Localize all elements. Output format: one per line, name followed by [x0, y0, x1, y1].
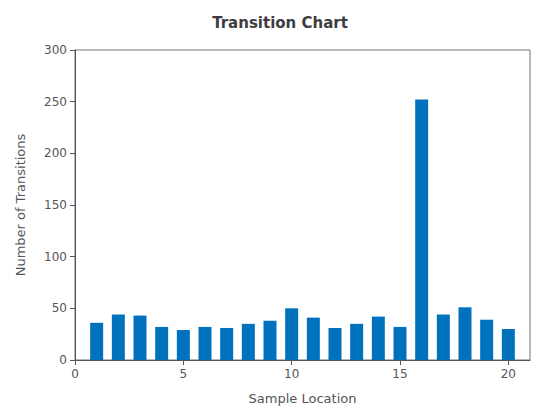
svg-text:150: 150 [44, 198, 67, 212]
svg-text:5: 5 [180, 367, 188, 381]
svg-text:Number of Transitions: Number of Transitions [13, 133, 28, 276]
svg-text:Sample Location: Sample Location [249, 391, 357, 406]
svg-text:200: 200 [44, 146, 67, 160]
svg-text:20: 20 [501, 367, 516, 381]
svg-text:Transition Chart: Transition Chart [212, 14, 348, 32]
svg-text:0: 0 [71, 367, 79, 381]
svg-text:250: 250 [44, 95, 67, 109]
svg-text:0: 0 [59, 353, 67, 367]
svg-text:10: 10 [284, 367, 299, 381]
svg-text:100: 100 [44, 250, 67, 264]
svg-text:300: 300 [44, 43, 67, 57]
svg-text:15: 15 [392, 367, 407, 381]
svg-text:50: 50 [52, 301, 67, 315]
